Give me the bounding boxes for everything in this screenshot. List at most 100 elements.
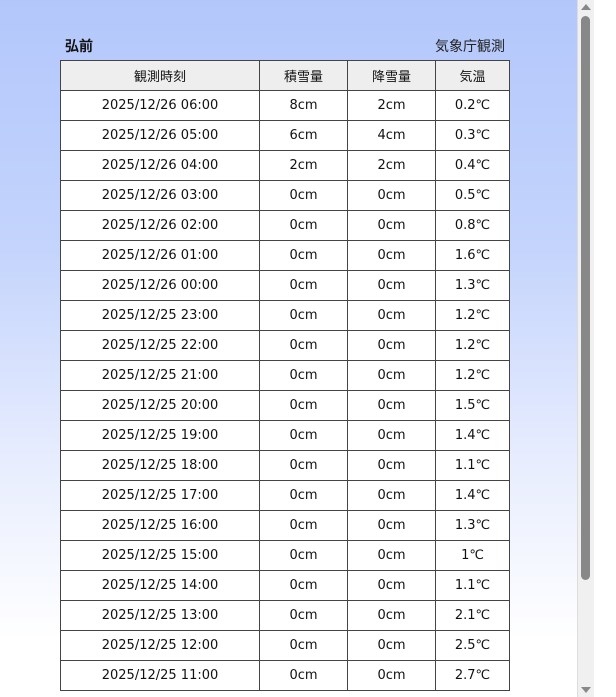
cell-time: 2025/12/25 16:00 [60, 510, 260, 541]
cell-temperature: 2.7℃ [435, 660, 510, 691]
cell-snow-depth: 0cm [259, 330, 348, 361]
table-header-row: 観測時刻 積雪量 降雪量 気温 [60, 60, 510, 91]
cell-snowfall: 0cm [347, 210, 436, 241]
table-row: 2025/12/25 22:00 0cm 0cm 1.2℃ [60, 330, 510, 361]
cell-snowfall: 0cm [347, 510, 436, 541]
cell-snow-depth: 0cm [259, 450, 348, 481]
column-header-snowfall: 降雪量 [347, 60, 436, 91]
cell-snow-depth: 0cm [259, 180, 348, 211]
cell-snowfall: 0cm [347, 450, 436, 481]
cell-time: 2025/12/25 17:00 [60, 480, 260, 511]
cell-snow-depth: 0cm [259, 630, 348, 661]
cell-temperature: 1.2℃ [435, 300, 510, 331]
cell-time: 2025/12/25 20:00 [60, 390, 260, 421]
cell-temperature: 1.3℃ [435, 270, 510, 301]
cell-snowfall: 0cm [347, 270, 436, 301]
table-row: 2025/12/25 12:00 0cm 0cm 2.5℃ [60, 630, 510, 661]
cell-temperature: 1℃ [435, 540, 510, 571]
cell-snow-depth: 0cm [259, 480, 348, 511]
cell-temperature: 1.4℃ [435, 480, 510, 511]
table-row: 2025/12/25 19:00 0cm 0cm 1.4℃ [60, 420, 510, 451]
cell-snow-depth: 0cm [259, 510, 348, 541]
cell-snow-depth: 8cm [259, 90, 348, 121]
cell-snow-depth: 0cm [259, 660, 348, 691]
cell-snowfall: 2cm [347, 150, 436, 181]
cell-temperature: 0.8℃ [435, 210, 510, 241]
cell-temperature: 0.3℃ [435, 120, 510, 151]
table-row: 2025/12/25 20:00 0cm 0cm 1.5℃ [60, 390, 510, 421]
cell-temperature: 1.6℃ [435, 240, 510, 271]
table-row: 2025/12/25 16:00 0cm 0cm 1.3℃ [60, 510, 510, 541]
cell-snowfall: 0cm [347, 240, 436, 271]
vertical-scrollbar[interactable] [577, 0, 594, 697]
cell-time: 2025/12/26 02:00 [60, 210, 260, 241]
cell-time: 2025/12/25 19:00 [60, 420, 260, 451]
table-row: 2025/12/25 11:00 0cm 0cm 2.7℃ [60, 660, 510, 691]
cell-temperature: 1.3℃ [435, 510, 510, 541]
cell-time: 2025/12/26 01:00 [60, 240, 260, 271]
table-row: 2025/12/25 23:00 0cm 0cm 1.2℃ [60, 300, 510, 331]
cell-temperature: 1.4℃ [435, 420, 510, 451]
cell-snow-depth: 0cm [259, 570, 348, 601]
cell-time: 2025/12/26 06:00 [60, 90, 260, 121]
table-row: 2025/12/25 17:00 0cm 0cm 1.4℃ [60, 480, 510, 511]
table-row: 2025/12/26 04:00 2cm 2cm 0.4℃ [60, 150, 510, 181]
cell-snow-depth: 6cm [259, 120, 348, 151]
cell-snow-depth: 0cm [259, 300, 348, 331]
table-row: 2025/12/25 14:00 0cm 0cm 1.1℃ [60, 570, 510, 601]
cell-temperature: 1.1℃ [435, 450, 510, 481]
table-row: 2025/12/25 18:00 0cm 0cm 1.1℃ [60, 450, 510, 481]
table-row: 2025/12/25 21:00 0cm 0cm 1.2℃ [60, 360, 510, 391]
table-row: 2025/12/26 02:00 0cm 0cm 0.8℃ [60, 210, 510, 241]
table-row: 2025/12/25 13:00 0cm 0cm 2.1℃ [60, 600, 510, 631]
cell-snowfall: 0cm [347, 600, 436, 631]
table-row: 2025/12/26 01:00 0cm 0cm 1.6℃ [60, 240, 510, 271]
table-row: 2025/12/26 03:00 0cm 0cm 0.5℃ [60, 180, 510, 211]
cell-temperature: 2.1℃ [435, 600, 510, 631]
cell-snowfall: 0cm [347, 390, 436, 421]
cell-time: 2025/12/26 03:00 [60, 180, 260, 211]
cell-time: 2025/12/26 00:00 [60, 270, 260, 301]
cell-time: 2025/12/25 23:00 [60, 300, 260, 331]
cell-time: 2025/12/26 04:00 [60, 150, 260, 181]
cell-snow-depth: 0cm [259, 420, 348, 451]
observation-table: 観測時刻 積雪量 降雪量 気温 2025/12/26 06:00 8cm 2cm 0.… [60, 60, 510, 691]
cell-temperature: 2.5℃ [435, 630, 510, 661]
cell-time: 2025/12/25 21:00 [60, 360, 260, 391]
cell-snow-depth: 0cm [259, 240, 348, 271]
column-header-time: 観測時刻 [60, 60, 260, 91]
cell-snowfall: 0cm [347, 300, 436, 331]
cell-snowfall: 0cm [347, 660, 436, 691]
cell-time: 2025/12/25 12:00 [60, 630, 260, 661]
cell-time: 2025/12/25 18:00 [60, 450, 260, 481]
page: 弘前 気象庁観測 観測時刻 積雪量 降雪量 気温 2025/12/26 06:0… [0, 0, 577, 697]
cell-snowfall: 0cm [347, 540, 436, 571]
table-row: 2025/12/26 06:00 8cm 2cm 0.2℃ [60, 90, 510, 121]
cell-snowfall: 0cm [347, 630, 436, 661]
cell-temperature: 0.2℃ [435, 90, 510, 121]
scroll-down-arrow-icon[interactable] [581, 687, 591, 693]
cell-snow-depth: 0cm [259, 270, 348, 301]
cell-snowfall: 0cm [347, 570, 436, 601]
cell-snow-depth: 0cm [259, 540, 348, 571]
scrollbar-thumb[interactable] [581, 16, 590, 580]
cell-time: 2025/12/25 11:00 [60, 660, 260, 691]
cell-temperature: 0.5℃ [435, 180, 510, 211]
cell-time: 2025/12/25 15:00 [60, 540, 260, 571]
column-header-snow-depth: 積雪量 [259, 60, 348, 91]
cell-temperature: 1.1℃ [435, 570, 510, 601]
cell-snow-depth: 2cm [259, 150, 348, 181]
cell-temperature: 1.5℃ [435, 390, 510, 421]
cell-temperature: 1.2℃ [435, 330, 510, 361]
column-header-temperature: 気温 [435, 60, 510, 91]
cell-temperature: 1.2℃ [435, 360, 510, 391]
data-source: 気象庁観測 [435, 39, 505, 55]
table-row: 2025/12/26 05:00 6cm 4cm 0.3℃ [60, 120, 510, 151]
cell-snowfall: 0cm [347, 180, 436, 211]
cell-snow-depth: 0cm [259, 390, 348, 421]
cell-snowfall: 0cm [347, 420, 436, 451]
scroll-up-arrow-icon[interactable] [581, 4, 591, 10]
cell-snowfall: 0cm [347, 330, 436, 361]
cell-snow-depth: 0cm [259, 600, 348, 631]
cell-time: 2025/12/25 13:00 [60, 600, 260, 631]
